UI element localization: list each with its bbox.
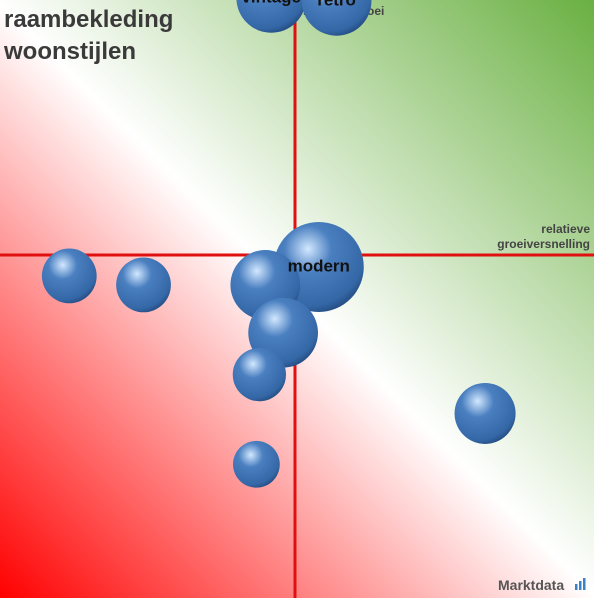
bubble-retro <box>301 0 372 36</box>
bubble-label-vintage: vintage <box>241 0 301 6</box>
chart-title-line-2: woonstijlen <box>3 38 136 65</box>
brand-name: Marktdata <box>498 577 564 593</box>
bubble-10 <box>454 382 516 444</box>
chart-title-line-1: raambekleding <box>4 6 173 33</box>
bubble-8 <box>116 257 171 313</box>
bubble-layer <box>41 0 516 488</box>
bubble-7 <box>233 440 280 488</box>
bubble-6 <box>232 347 286 402</box>
bubble-label-retro: retro <box>317 0 356 9</box>
bubble-vintage <box>236 0 307 33</box>
bubble-label-layer: vintage retro modern <box>241 0 355 275</box>
brand-bar-3 <box>583 578 586 590</box>
bubble-label-modern: modern <box>288 256 350 275</box>
x-axis-label-line-1: relatieve <box>541 222 590 236</box>
brand-bar-1 <box>575 584 578 590</box>
x-axis-label-line-2: groeiversnelling <box>497 237 590 251</box>
bubble-9 <box>41 248 97 304</box>
brand-bar-2 <box>579 581 582 590</box>
brand-logo: Marktdata <box>498 577 586 593</box>
